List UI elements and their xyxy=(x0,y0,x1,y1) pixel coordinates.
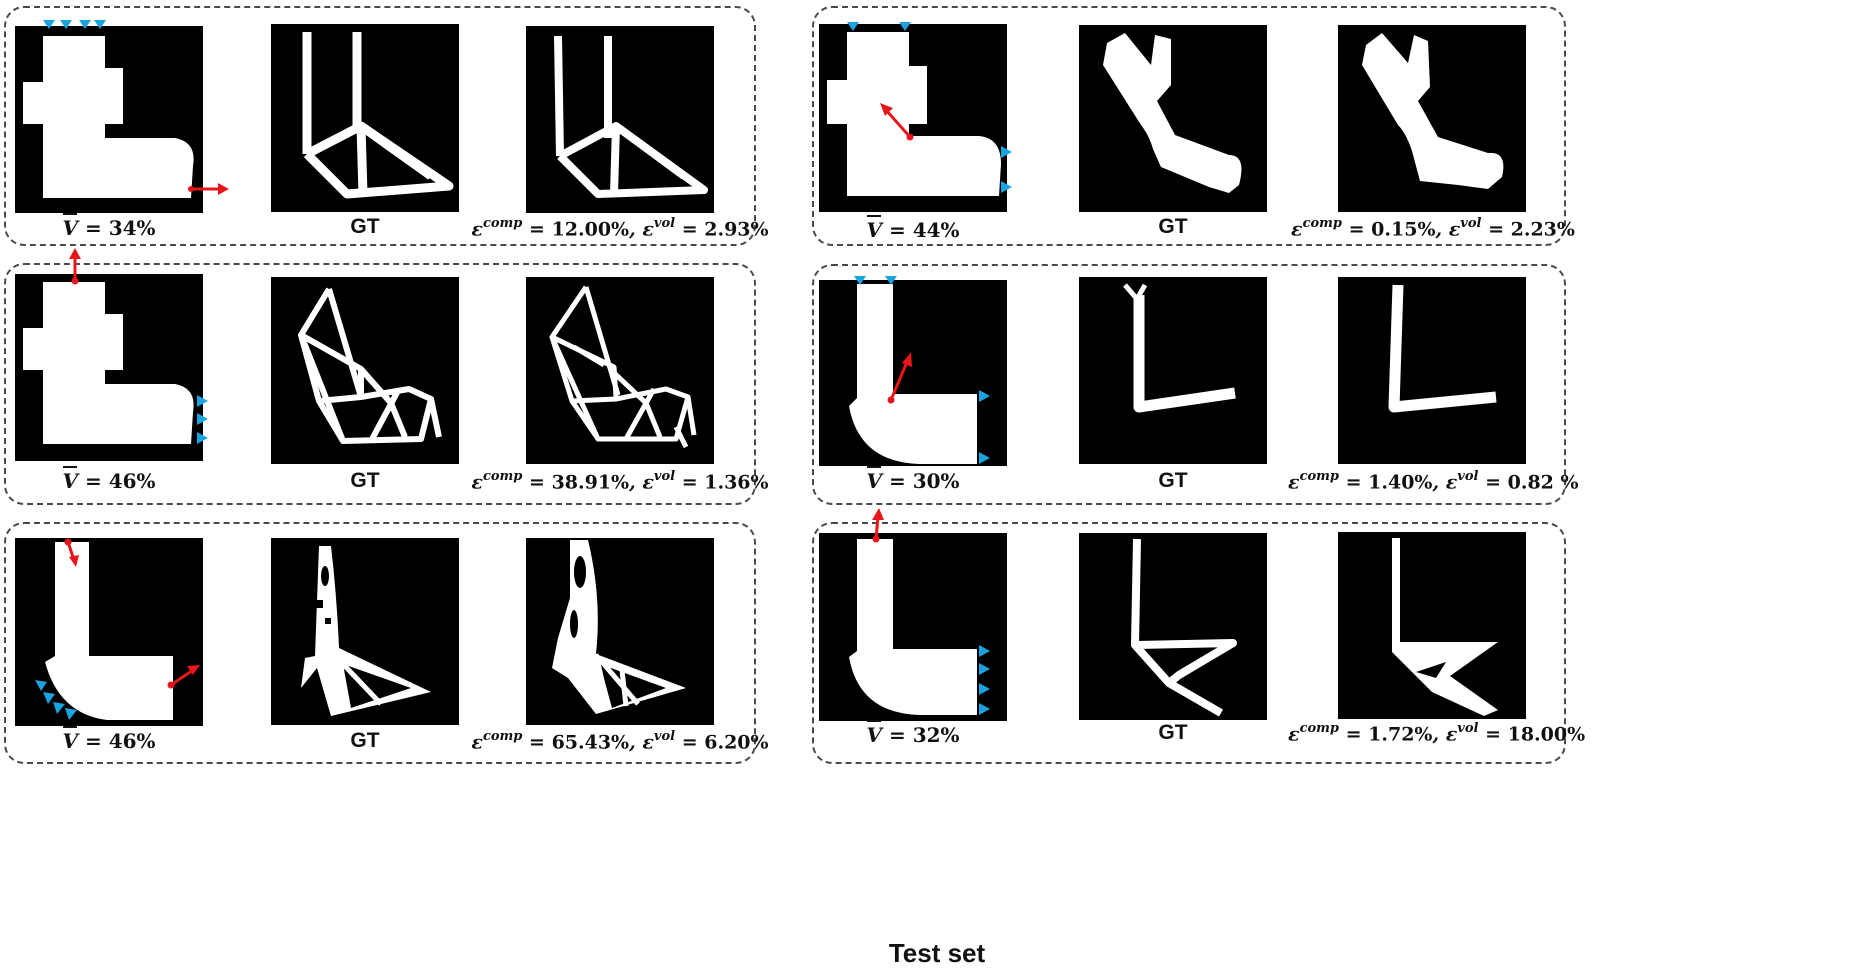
support-markers xyxy=(35,680,77,720)
input-domain-panel-1 xyxy=(15,20,229,213)
volume-caption-4: V = 44% xyxy=(866,215,960,242)
gt-label-2: GT xyxy=(350,469,380,492)
gt-panel-5 xyxy=(1079,277,1267,464)
support-markers xyxy=(979,645,990,715)
prediction-panel-2 xyxy=(526,277,714,464)
case-group-3 xyxy=(4,522,756,764)
volume-caption-3: V = 46% xyxy=(62,726,156,753)
error-caption-4: εcomp = 0.15%, εvol = 2.23% xyxy=(1291,216,1575,241)
gt-panel-1 xyxy=(271,24,459,212)
support-markers xyxy=(197,395,208,444)
error-caption-1: εcomp = 12.00%, εvol = 2.93% xyxy=(471,216,769,241)
volume-caption-6: V = 32% xyxy=(866,720,960,747)
load-arrow xyxy=(902,352,912,367)
case-group-1 xyxy=(4,6,756,246)
volume-caption-2: V = 46% xyxy=(62,466,156,493)
support-markers xyxy=(854,276,990,464)
input-domain-panel-2 xyxy=(15,248,208,461)
gt-panel-6 xyxy=(1079,533,1267,720)
input-domain-panel-5 xyxy=(819,276,1007,466)
prediction-panel-3 xyxy=(526,538,714,725)
gt-label-6: GT xyxy=(1158,721,1188,744)
case-group-4 xyxy=(812,6,1566,246)
load-arrow xyxy=(69,555,79,567)
input-domain-panel-4 xyxy=(819,22,1012,212)
prediction-panel-1 xyxy=(526,26,714,213)
error-caption-2: εcomp = 38.91%, εvol = 1.36% xyxy=(471,469,769,494)
prediction-panel-5 xyxy=(1338,277,1526,464)
gt-panel-3 xyxy=(271,538,459,725)
case-group-2 xyxy=(4,263,756,505)
error-caption-3: εcomp = 65.43%, εvol = 6.20% xyxy=(471,729,769,754)
load-arrow xyxy=(880,103,893,116)
prediction-panel-6 xyxy=(1338,532,1526,719)
case-group-6 xyxy=(812,522,1566,764)
prediction-panel-4 xyxy=(1338,25,1526,212)
volume-caption-5: V = 30% xyxy=(866,466,960,493)
case-group-5 xyxy=(812,264,1566,505)
error-caption-6: εcomp = 1.72%, εvol = 18.00% xyxy=(1288,721,1586,746)
gt-panel-2 xyxy=(271,277,459,464)
load-arrow xyxy=(872,508,884,520)
domain-shape xyxy=(23,36,194,198)
support-markers xyxy=(43,20,106,29)
load-arrow xyxy=(218,183,229,195)
support-markers xyxy=(847,22,1012,193)
gt-label-5: GT xyxy=(1158,469,1188,492)
input-domain-panel-3 xyxy=(15,538,203,726)
gt-panel-4 xyxy=(1079,25,1267,212)
gt-label-4: GT xyxy=(1158,215,1188,238)
error-caption-5: εcomp = 1.40%, εvol = 0.82 % xyxy=(1288,469,1579,494)
gt-label-1: GT xyxy=(350,215,380,238)
gt-label-3: GT xyxy=(350,729,380,752)
load-arrow xyxy=(69,248,81,259)
figure-footer-label: Test set xyxy=(888,938,986,968)
volume-caption-1: V = 34% xyxy=(62,213,156,240)
input-domain-panel-6 xyxy=(819,508,1007,721)
